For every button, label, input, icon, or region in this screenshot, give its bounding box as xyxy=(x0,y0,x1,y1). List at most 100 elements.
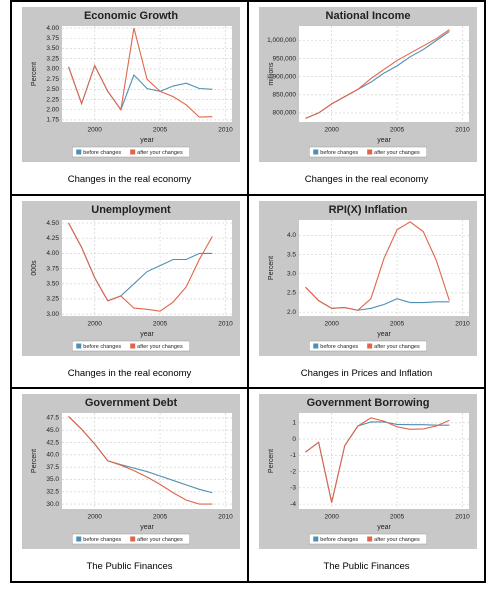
y-tick-label: 950,000 xyxy=(273,55,297,62)
chart: RPI(X) Inflation 2.0 2.5 3.0 3.5 4.0 2000 2005 2… xyxy=(259,200,477,356)
x-axis-label: year xyxy=(140,331,154,338)
legend-swatch xyxy=(76,536,82,542)
x-axis-label: year xyxy=(377,331,391,338)
legend-label: after your changes xyxy=(374,537,420,543)
legend: before changes after your changes xyxy=(309,534,427,545)
chart-title: National Income xyxy=(326,10,411,22)
y-tick-label: -2 xyxy=(290,469,296,476)
y-tick-label: 1.75 xyxy=(46,117,59,124)
chart-title: Economic Growth xyxy=(84,10,178,22)
y-tick-label: 42.5 xyxy=(46,440,59,447)
chart-title: Unemployment xyxy=(91,204,171,216)
x-tick-label: 2000 xyxy=(87,514,102,521)
y-tick-label: 3.75 xyxy=(46,35,59,42)
y-tick-label: 40.0 xyxy=(46,452,59,459)
legend-swatch xyxy=(313,149,319,155)
legend-swatch xyxy=(130,343,136,349)
chart-title: Government Borrowing xyxy=(307,397,430,409)
chart: National Income 800,000 850,000 900,000 950,… xyxy=(259,7,477,162)
legend-swatch xyxy=(130,149,136,155)
y-tick-label: 3.50 xyxy=(46,280,59,287)
legend: before changes after your changes xyxy=(72,146,190,158)
x-axis-label: year xyxy=(377,524,391,531)
legend-swatch xyxy=(367,149,373,155)
y-tick-label: 1 xyxy=(292,420,296,427)
chart-cell: RPI(X) Inflation 2.0 2.5 3.0 3.5 4.0 2000 2005 2… xyxy=(248,194,485,389)
y-tick-label: -1 xyxy=(290,452,296,459)
y-tick-label: 800,000 xyxy=(273,110,297,117)
y-axis-label: millions xyxy=(268,62,275,86)
x-tick-label: 2010 xyxy=(455,514,470,521)
y-tick-label: 30.0 xyxy=(46,501,59,508)
x-tick-label: 2010 xyxy=(218,127,233,134)
x-tick-label: 2010 xyxy=(455,127,470,134)
y-axis-label: Percent xyxy=(31,62,38,86)
y-tick-label: -3 xyxy=(290,485,296,492)
series-line xyxy=(68,416,213,505)
caption: Changes in the real economy xyxy=(67,367,192,379)
chart-title: Government Debt xyxy=(85,397,178,409)
legend-swatch xyxy=(76,343,82,349)
plot-area xyxy=(62,413,232,510)
legend-swatch xyxy=(130,536,136,542)
y-tick-label: 2.5 xyxy=(287,289,296,296)
legend-label: before changes xyxy=(320,537,358,543)
plot-area xyxy=(62,219,232,316)
legend-label: after your changes xyxy=(137,344,183,350)
x-tick-label: 2000 xyxy=(87,127,102,134)
caption: Changes in the real economy xyxy=(67,174,192,185)
chart: Government Borrowing -4 -3 -2 -1 0 1 2000 2005 20… xyxy=(259,394,477,550)
chart-cell: Economic Growth 1.75 2.00 2.25 2.50 2.75 3.00 3… xyxy=(11,1,248,195)
plot-area xyxy=(299,413,469,510)
plot-area xyxy=(299,219,469,316)
y-tick-label: 2.50 xyxy=(46,86,59,93)
y-tick-label: 3.25 xyxy=(46,55,59,62)
y-tick-label: 850,000 xyxy=(273,92,297,99)
x-axis-label: year xyxy=(140,137,154,144)
y-tick-label: 4.0 xyxy=(287,232,296,239)
x-axis-label: year xyxy=(140,524,154,531)
caption: Changes in Prices and Inflation xyxy=(300,367,433,379)
chart: Government Debt 30.0 32.5 35.0 37.5 40.0 42.5 4… xyxy=(22,394,240,550)
legend-swatch xyxy=(367,343,373,349)
y-tick-label: 2.75 xyxy=(46,76,59,83)
x-tick-label: 2010 xyxy=(218,320,233,327)
legend: before changes after your changes xyxy=(309,340,427,351)
x-tick-label: 2010 xyxy=(455,320,470,327)
legend-swatch xyxy=(76,149,82,155)
y-tick-label: 37.5 xyxy=(46,464,59,471)
x-tick-label: 2000 xyxy=(324,127,339,134)
series-line xyxy=(68,222,213,312)
plot-area xyxy=(62,26,232,122)
series-line xyxy=(305,29,450,119)
y-tick-label: 900,000 xyxy=(273,73,297,80)
y-tick-label: 4.25 xyxy=(46,235,59,242)
chart-table: Economic Growth 1.75 2.00 2.25 2.50 2.75 3.00 3… xyxy=(10,0,486,583)
chart: Unemployment 3.00 3.25 3.50 3.75 4.00 4.25 4.50… xyxy=(22,200,240,356)
x-tick-label: 2005 xyxy=(153,320,168,327)
legend: before changes after your changes xyxy=(309,146,427,158)
y-tick-label: 2.0 xyxy=(287,309,296,316)
x-tick-label: 2005 xyxy=(390,127,405,134)
chart-cell: Unemployment 3.00 3.25 3.50 3.75 4.00 4.25 4.50… xyxy=(11,194,248,389)
x-tick-label: 2005 xyxy=(153,514,168,521)
legend-label: before changes xyxy=(83,344,121,350)
y-tick-label: 3.0 xyxy=(287,270,296,277)
y-tick-label: 3.00 xyxy=(46,66,59,73)
chart: Economic Growth 1.75 2.00 2.25 2.50 2.75 3.00 3… xyxy=(22,7,240,162)
series-line xyxy=(305,220,450,311)
y-tick-label: 4.50 xyxy=(46,219,59,226)
legend-label: before changes xyxy=(83,150,121,156)
x-tick-label: 2005 xyxy=(153,127,168,134)
legend-label: after your changes xyxy=(137,150,183,156)
x-tick-label: 2000 xyxy=(324,320,339,327)
caption: The Public Finances xyxy=(86,561,173,573)
y-tick-label: 4.00 xyxy=(46,25,59,32)
chart-cell: Government Borrowing -4 -3 -2 -1 0 1 2000 2005 20… xyxy=(248,388,485,582)
legend-swatch xyxy=(313,343,319,349)
y-tick-label: 0 xyxy=(292,436,296,443)
y-tick-label: 3.5 xyxy=(287,251,296,258)
y-axis-label: Percent xyxy=(268,449,275,473)
legend-label: before changes xyxy=(320,150,358,156)
chart-cell: Government Debt 30.0 32.5 35.0 37.5 40.0 42.5 4… xyxy=(11,388,248,582)
